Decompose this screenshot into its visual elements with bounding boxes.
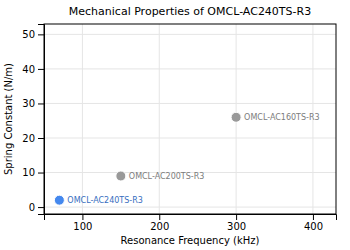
tick-mark (38, 138, 44, 139)
x-axis-title: Resonance Frequency (kHz) (121, 235, 260, 246)
point (231, 112, 241, 122)
tick-label: 400 (304, 221, 323, 232)
tick-label: 10 (22, 167, 35, 178)
point-label: OMCL-AC160TS-R3 (244, 113, 320, 122)
tick-mark (38, 207, 44, 208)
tick: 30 (22, 98, 44, 109)
tick: 300 (227, 214, 246, 232)
plot-frame (44, 24, 336, 214)
tick: 40 (22, 64, 44, 75)
tick-label: 200 (150, 221, 169, 232)
tick-mark (38, 103, 44, 104)
tick-label: 300 (227, 221, 246, 232)
axis-line (45, 215, 337, 221)
point (116, 171, 126, 181)
plot-area: 10020030040001020304050OMCL-AC240TS-R3OM… (22, 24, 336, 232)
tick: 200 (150, 214, 169, 232)
tick: 0 (29, 202, 44, 213)
tick-label: 20 (22, 133, 35, 144)
title: Mechanical Properties of OMCL-AC240TS-R3 (69, 5, 311, 18)
grid-line (82, 24, 83, 214)
tick-mark (313, 214, 314, 220)
point (54, 195, 64, 205)
tick: 20 (22, 133, 44, 144)
grid-line (159, 24, 160, 214)
x-axis: 100 200 300 400 (45, 214, 337, 232)
tick-label: 30 (22, 98, 35, 109)
annotations: OMCL-AC240TS-R3 OMCL-AC200TS-R3 OMCL-AC160… (67, 113, 319, 205)
tick: 100 (73, 214, 92, 232)
tick-mark (38, 173, 44, 174)
tick-mark (159, 214, 160, 220)
y-axis: 0 10 20 30 40 50 (22, 25, 44, 215)
tick-mark (38, 69, 44, 70)
grid-line (44, 103, 336, 104)
tick-label: 40 (22, 64, 35, 75)
tick-mark (236, 214, 237, 220)
tick-label: 100 (73, 221, 92, 232)
point-label: OMCL-AC200TS-R3 (129, 172, 205, 181)
axis-line (38, 25, 45, 215)
points (54, 112, 241, 205)
tick: 400 (304, 214, 323, 232)
grid-line (44, 207, 336, 208)
grid-line (44, 34, 336, 35)
tick: 50 (22, 29, 44, 40)
chart: 10020030040001020304050OMCL-AC240TS-R3OM… (0, 0, 350, 250)
tick-mark (82, 214, 83, 220)
tick-mark (38, 34, 44, 35)
y-axis-title: Spring Constant (N/m) (3, 63, 14, 175)
grid-line (44, 138, 336, 139)
tick-label: 50 (22, 29, 35, 40)
tick-label: 0 (29, 202, 35, 213)
grid (44, 24, 336, 214)
tick: 10 (22, 167, 44, 178)
point-label: OMCL-AC240TS-R3 (67, 196, 143, 205)
grid-line (44, 68, 336, 69)
